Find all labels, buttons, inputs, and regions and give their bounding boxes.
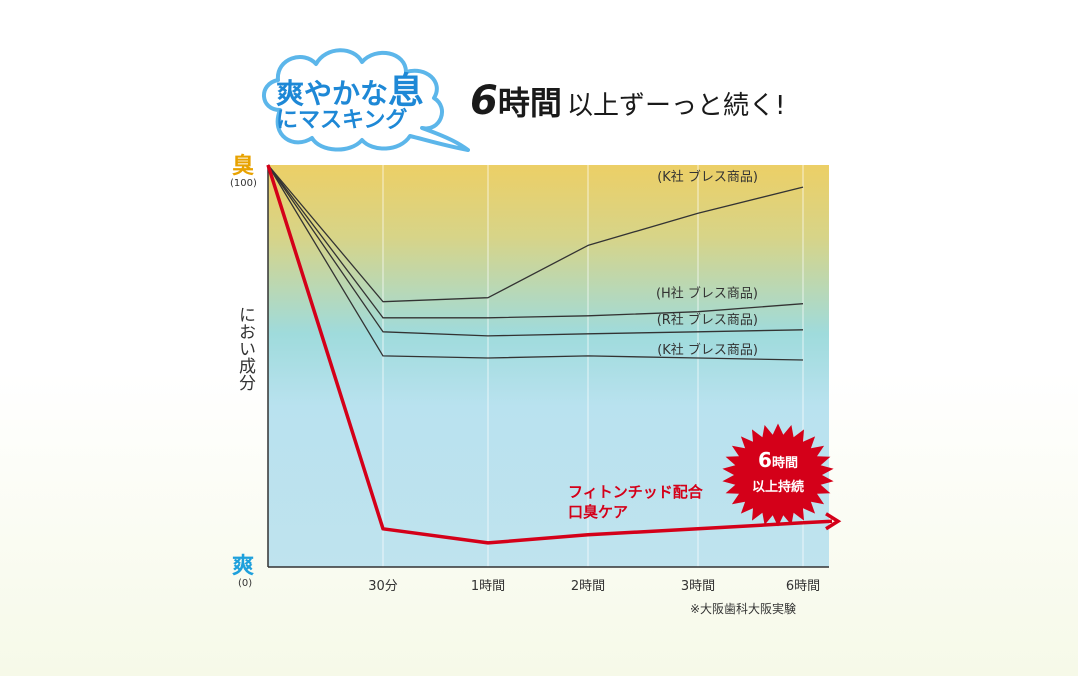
series-label-4: (K社 ブレス商品) [657, 342, 758, 358]
cloud-line-1: 爽やかな息 [276, 71, 425, 112]
y-top-label: 臭 [232, 154, 255, 179]
headline-rest: 以上ずーっと続く! [566, 91, 786, 121]
headline: 6時間 以上ずーっと続く! [470, 78, 785, 124]
x-tick-label-3: 2時間 [571, 579, 605, 594]
y-bottom-label: 爽 [232, 554, 255, 579]
starburst-path [722, 423, 834, 527]
headline-number: 6 [470, 78, 498, 124]
series-layer [266, 164, 842, 545]
series-line-4 [267, 164, 804, 361]
cloud-emphasis: 息 [388, 71, 425, 112]
highlight-series-label: フィトンチッド配合 口臭ケア [568, 482, 703, 522]
cloud-shape [262, 48, 470, 152]
highlight-label-line-2: 口臭ケア [568, 503, 629, 521]
series-line-2 [267, 164, 804, 319]
y-axis-title: におい成分 [235, 306, 255, 391]
highlight-arrow-head [825, 512, 842, 531]
starburst-shape [722, 423, 834, 527]
series-line-3 [267, 164, 804, 337]
series-label-layer: (K社 ブレス商品) (H社 ブレス商品) (R社 ブレス商品) (K社 ブレス商品) [656, 169, 758, 358]
x-tick-layer: 30分 1時間 2時間 3時間 6時間 [368, 579, 820, 594]
headline-unit: 時間 [497, 84, 562, 122]
duration-badge: 6時間 以上持続 [716, 420, 840, 530]
gridlines [382, 165, 804, 567]
x-tick-label-4: 3時間 [681, 579, 715, 594]
x-tick-label-1: 30分 [368, 579, 398, 594]
series-line-1 [267, 164, 804, 303]
y-bottom-value: (0) [238, 578, 253, 589]
y-top-value: (100) [230, 178, 257, 189]
cloud-line-2: にマスキング [276, 108, 408, 133]
badge-line-2: 以上持続 [751, 480, 804, 495]
badge-line-1: 6時間 [758, 448, 798, 472]
source-note: ※大阪歯科大阪実験 [690, 602, 797, 616]
series-label-3: (R社 ブレス商品) [657, 312, 758, 328]
series-label-2: (H社 ブレス商品) [656, 286, 758, 302]
cloud-callout: 爽やかな息 にマスキング [250, 40, 470, 160]
x-tick-label-2: 1時間 [471, 579, 505, 594]
x-tick-label-5: 6時間 [786, 579, 820, 594]
series-line-5 [266, 164, 804, 545]
series-label-1: (K社 ブレス商品) [657, 169, 758, 185]
highlight-arrow-shaft [802, 519, 833, 525]
highlight-label-line-1: フィトンチッド配合 [568, 483, 703, 501]
